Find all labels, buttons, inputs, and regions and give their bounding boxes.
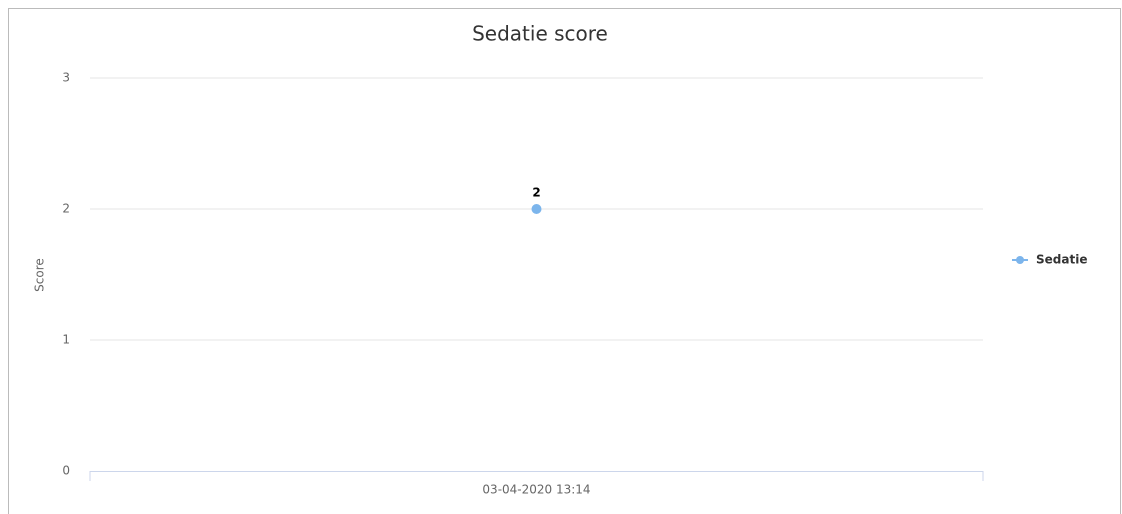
y-tick-label: 2 <box>62 202 70 216</box>
y-tick-label: 3 <box>62 71 70 85</box>
legend-marker <box>1016 256 1024 264</box>
y-axis-title: Score <box>33 258 47 292</box>
data-point <box>531 204 542 214</box>
y-tick-label: 0 <box>62 464 70 478</box>
chart-title: Sedatie score <box>472 22 608 46</box>
x-tick-label: 03-04-2020 13:14 <box>482 483 590 497</box>
data-label: 2 <box>532 186 540 200</box>
chart-border <box>8 8 1121 514</box>
y-tick-label: 1 <box>62 333 70 347</box>
legend-label: Sedatie <box>1036 253 1087 267</box>
